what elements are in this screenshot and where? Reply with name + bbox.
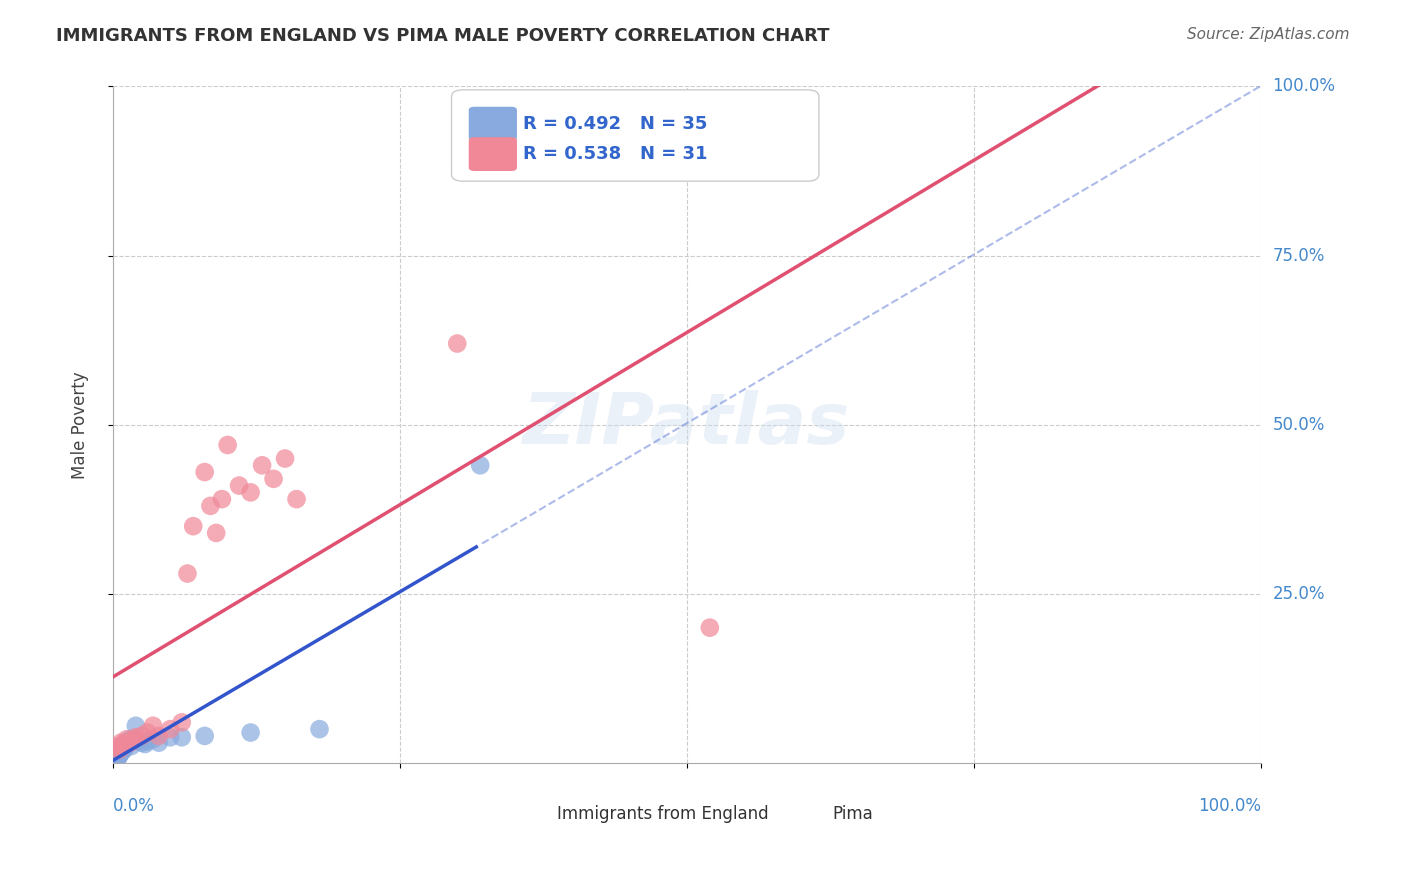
- Text: Pima: Pima: [832, 805, 873, 822]
- Text: 100.0%: 100.0%: [1198, 797, 1261, 814]
- Point: [131, 736, 153, 750]
- Point: [111, 739, 134, 753]
- FancyBboxPatch shape: [468, 107, 517, 141]
- Text: 100.0%: 100.0%: [1272, 78, 1336, 95]
- Text: Immigrants from England: Immigrants from England: [557, 805, 769, 822]
- Point: [107, 739, 129, 753]
- Point: [211, 492, 233, 507]
- Point: [108, 744, 131, 758]
- Point: [110, 736, 132, 750]
- FancyBboxPatch shape: [468, 137, 517, 171]
- Point: [239, 725, 262, 739]
- Point: [308, 722, 330, 736]
- Point: [122, 732, 145, 747]
- Point: [112, 737, 135, 751]
- Point: [110, 741, 132, 756]
- Y-axis label: Male Poverty: Male Poverty: [72, 371, 89, 478]
- Point: [107, 747, 129, 762]
- Point: [148, 729, 170, 743]
- Point: [107, 746, 129, 760]
- Point: [122, 732, 145, 747]
- Point: [142, 719, 165, 733]
- Point: [112, 742, 135, 756]
- Point: [120, 732, 142, 747]
- FancyBboxPatch shape: [451, 90, 818, 181]
- Point: [194, 729, 217, 743]
- Point: [110, 746, 132, 760]
- Point: [200, 499, 222, 513]
- Point: [104, 753, 127, 767]
- Point: [107, 753, 129, 767]
- Point: [250, 458, 273, 473]
- Point: [285, 492, 308, 507]
- Point: [117, 736, 139, 750]
- Point: [181, 519, 204, 533]
- Text: 0.0%: 0.0%: [112, 797, 155, 814]
- Point: [148, 736, 170, 750]
- Point: [205, 525, 228, 540]
- Point: [194, 465, 217, 479]
- Point: [170, 715, 193, 730]
- Point: [470, 458, 492, 473]
- Point: [107, 742, 129, 756]
- Point: [170, 731, 193, 745]
- Text: R = 0.492   N = 35: R = 0.492 N = 35: [523, 115, 707, 133]
- FancyBboxPatch shape: [515, 798, 555, 830]
- Point: [107, 749, 129, 764]
- Point: [111, 744, 134, 758]
- Point: [136, 734, 159, 748]
- Point: [263, 472, 285, 486]
- Point: [120, 736, 142, 750]
- Text: ZIPatlas: ZIPatlas: [523, 390, 851, 459]
- Point: [105, 749, 128, 764]
- Text: 75.0%: 75.0%: [1272, 246, 1324, 265]
- Point: [176, 566, 198, 581]
- Point: [125, 719, 148, 733]
- Text: Source: ZipAtlas.com: Source: ZipAtlas.com: [1187, 27, 1350, 42]
- Point: [127, 734, 149, 748]
- Point: [217, 438, 239, 452]
- Point: [115, 736, 138, 750]
- Point: [239, 485, 262, 500]
- Point: [142, 732, 165, 747]
- Point: [125, 731, 148, 745]
- Point: [136, 725, 159, 739]
- Point: [105, 750, 128, 764]
- Point: [108, 747, 131, 762]
- Point: [159, 731, 181, 745]
- FancyBboxPatch shape: [790, 798, 831, 830]
- Point: [112, 737, 135, 751]
- Point: [107, 742, 129, 756]
- Point: [108, 742, 131, 756]
- Point: [131, 729, 153, 743]
- Point: [112, 742, 135, 756]
- Point: [228, 478, 250, 492]
- Point: [446, 336, 468, 351]
- Point: [120, 739, 142, 753]
- Text: IMMIGRANTS FROM ENGLAND VS PIMA MALE POVERTY CORRELATION CHART: IMMIGRANTS FROM ENGLAND VS PIMA MALE POV…: [56, 27, 830, 45]
- Point: [274, 451, 297, 466]
- Text: R = 0.538   N = 31: R = 0.538 N = 31: [523, 145, 707, 163]
- Point: [134, 737, 156, 751]
- Point: [699, 621, 721, 635]
- Point: [111, 739, 134, 753]
- Text: 25.0%: 25.0%: [1272, 585, 1324, 603]
- Point: [159, 722, 181, 736]
- Point: [115, 732, 138, 747]
- Text: 50.0%: 50.0%: [1272, 416, 1324, 434]
